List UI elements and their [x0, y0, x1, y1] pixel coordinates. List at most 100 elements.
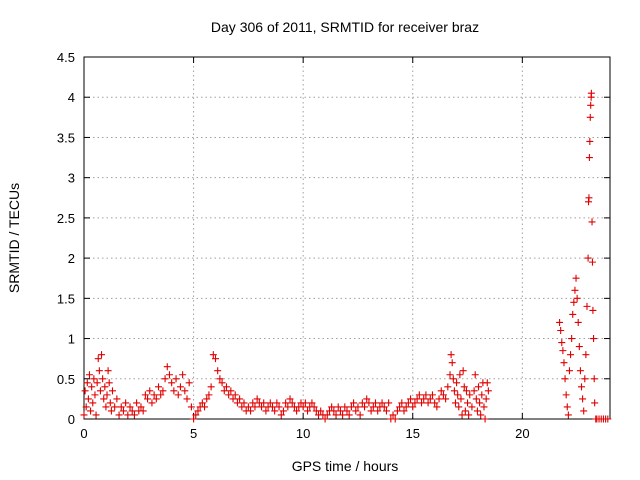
y-tick-label: 3 [68, 171, 75, 186]
data-point [581, 375, 589, 383]
data-point [332, 411, 340, 419]
y-tick-label: 0.5 [57, 372, 75, 387]
data-point [604, 415, 612, 423]
data-point [260, 399, 268, 407]
data-point [385, 399, 393, 407]
data-point [106, 399, 114, 407]
data-point [103, 391, 111, 399]
data-point [352, 407, 360, 415]
data-point [161, 375, 169, 383]
data-point [365, 399, 373, 407]
data-point [152, 395, 160, 403]
data-point [92, 411, 100, 419]
data-point [400, 407, 408, 415]
data-point [458, 411, 466, 419]
data-point [231, 391, 239, 399]
data-point [415, 391, 423, 399]
data-point [482, 395, 490, 403]
data-point [590, 335, 598, 343]
x-tick-label: 15 [406, 426, 420, 441]
data-point [483, 379, 491, 387]
data-point [220, 387, 228, 395]
data-point [225, 391, 233, 399]
data-point [389, 411, 397, 419]
axis-ticks [83, 56, 610, 420]
data-point [155, 383, 163, 391]
chart-title: Day 306 of 2011, SRMTID for receiver bra… [211, 19, 479, 35]
data-point [413, 395, 421, 403]
data-point [89, 399, 97, 407]
data-point [582, 351, 590, 359]
data-point [471, 371, 479, 379]
x-tick-label: 10 [296, 426, 310, 441]
data-point [165, 371, 173, 379]
data-point [456, 371, 464, 379]
data-point [589, 306, 597, 314]
data-point [460, 383, 468, 391]
data-point [201, 403, 209, 411]
x-axis-label: GPS time / hours [292, 458, 399, 474]
data-point [282, 399, 290, 407]
data-point [557, 327, 565, 335]
data-point [587, 101, 595, 109]
y-tick-label: 3.5 [57, 130, 75, 145]
data-point [212, 355, 219, 363]
data-point [192, 411, 200, 419]
data-point [356, 411, 364, 419]
data-point [146, 387, 154, 395]
data-point [398, 399, 406, 407]
data-point [466, 391, 474, 399]
data-point [454, 391, 462, 399]
y-tick-label: 1.5 [57, 291, 75, 306]
data-point [339, 411, 347, 419]
data-point [172, 375, 180, 383]
data-point [424, 399, 432, 407]
data-point [407, 395, 415, 403]
data-point [119, 407, 127, 415]
y-tick-label: 4.5 [57, 50, 75, 65]
data-point [90, 375, 98, 383]
data-point [431, 399, 439, 407]
data-point [579, 395, 587, 403]
data-point [104, 367, 112, 375]
data-point [439, 391, 447, 399]
data-point [183, 395, 191, 403]
data-point [409, 403, 417, 411]
data-point [478, 391, 486, 399]
data-point [238, 403, 246, 411]
data-point [222, 383, 230, 391]
data-point [559, 347, 567, 355]
data-point [139, 407, 147, 415]
plot-frame [83, 56, 611, 420]
data-point [428, 391, 436, 399]
data-point [163, 363, 171, 371]
data-point [185, 379, 193, 387]
data-point [168, 379, 176, 387]
data-point [133, 399, 141, 407]
data-point [447, 351, 455, 359]
data-point [330, 407, 338, 415]
data-point [588, 218, 596, 226]
data-point [402, 403, 410, 411]
x-tick-labels: 0 5 10 15 20 [80, 426, 529, 441]
data-point [275, 403, 283, 411]
data-point [214, 367, 222, 375]
data-point [100, 395, 108, 403]
data-point [470, 387, 478, 395]
data-point [137, 403, 145, 411]
data-point [113, 395, 121, 403]
data-point [435, 395, 443, 403]
data-point [107, 407, 115, 415]
data-point [84, 395, 92, 403]
data-point [128, 407, 136, 415]
data-point [481, 415, 489, 423]
data-point [334, 403, 342, 411]
data-point [227, 387, 235, 395]
data-point [571, 286, 579, 294]
data-point [268, 403, 276, 411]
data-point [444, 383, 452, 391]
data-point [465, 411, 473, 419]
data-point [187, 403, 195, 411]
data-point [343, 407, 351, 415]
data-point [198, 399, 206, 407]
